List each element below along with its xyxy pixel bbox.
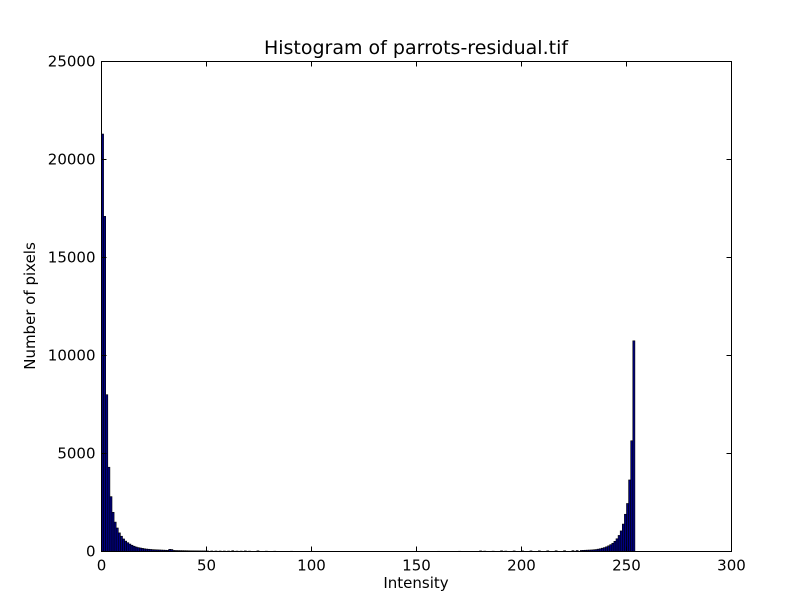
x-tick-label: 100 <box>297 557 326 575</box>
histogram-bar <box>630 440 634 552</box>
x-tick-label: 50 <box>197 557 216 575</box>
y-tick-label: 0 <box>86 543 96 561</box>
y-tick-label: 5000 <box>57 445 95 463</box>
histogram-bar <box>126 542 130 552</box>
histogram-bar <box>124 540 127 552</box>
histogram-bar <box>605 546 608 552</box>
histogram-bar <box>109 496 113 552</box>
histogram-bar <box>120 535 123 552</box>
y-tick-label: 25000 <box>48 53 96 71</box>
histogram-bar <box>624 513 627 552</box>
x-tick-label: 0 <box>97 557 107 575</box>
x-tick-label: 250 <box>612 557 641 575</box>
histogram-bar <box>134 546 138 552</box>
chart-title: Histogram of parrots-residual.tif <box>264 37 569 59</box>
histogram-bar <box>617 535 621 552</box>
histogram-bar <box>603 547 606 552</box>
x-axis-label: Intensity <box>383 574 448 592</box>
histogram-bar <box>122 538 125 552</box>
histogram-bar <box>139 547 142 552</box>
histogram-bar <box>619 530 623 552</box>
histogram-bar <box>626 503 629 552</box>
histogram-bar <box>115 527 119 552</box>
histogram-bar <box>615 538 619 552</box>
histogram-bar <box>611 542 615 552</box>
histogram-bar <box>105 394 109 552</box>
y-tick-label: 10000 <box>48 347 96 365</box>
histogram-bar <box>621 523 625 552</box>
histogram-bar <box>113 521 117 552</box>
histogram-bar <box>632 340 636 552</box>
bars-group <box>101 133 636 552</box>
histogram-bar <box>130 544 134 552</box>
y-tick-label: 15000 <box>48 249 96 267</box>
histogram-bar <box>607 545 610 552</box>
y-tick-label: 20000 <box>48 151 96 169</box>
histogram-bar <box>107 466 111 552</box>
histogram-bar <box>103 216 106 552</box>
x-tick-label: 200 <box>507 557 536 575</box>
plot-frame <box>101 61 732 552</box>
histogram-bar <box>628 479 631 552</box>
histogram-bar <box>132 545 136 552</box>
histogram-bar <box>118 532 121 552</box>
ticks-group: 0 50 100 150 200 250 300 0 5000 10000 15000 20000 25… <box>48 53 746 575</box>
y-axis-label: Number of pixels <box>21 242 39 370</box>
histogram-bar <box>609 544 613 552</box>
x-tick-label: 300 <box>717 557 746 575</box>
x-tick-label: 150 <box>402 557 431 575</box>
histogram-bar <box>136 547 140 552</box>
histogram-bar <box>128 543 132 552</box>
histogram-bar <box>111 511 115 552</box>
histogram-bar <box>613 541 617 552</box>
